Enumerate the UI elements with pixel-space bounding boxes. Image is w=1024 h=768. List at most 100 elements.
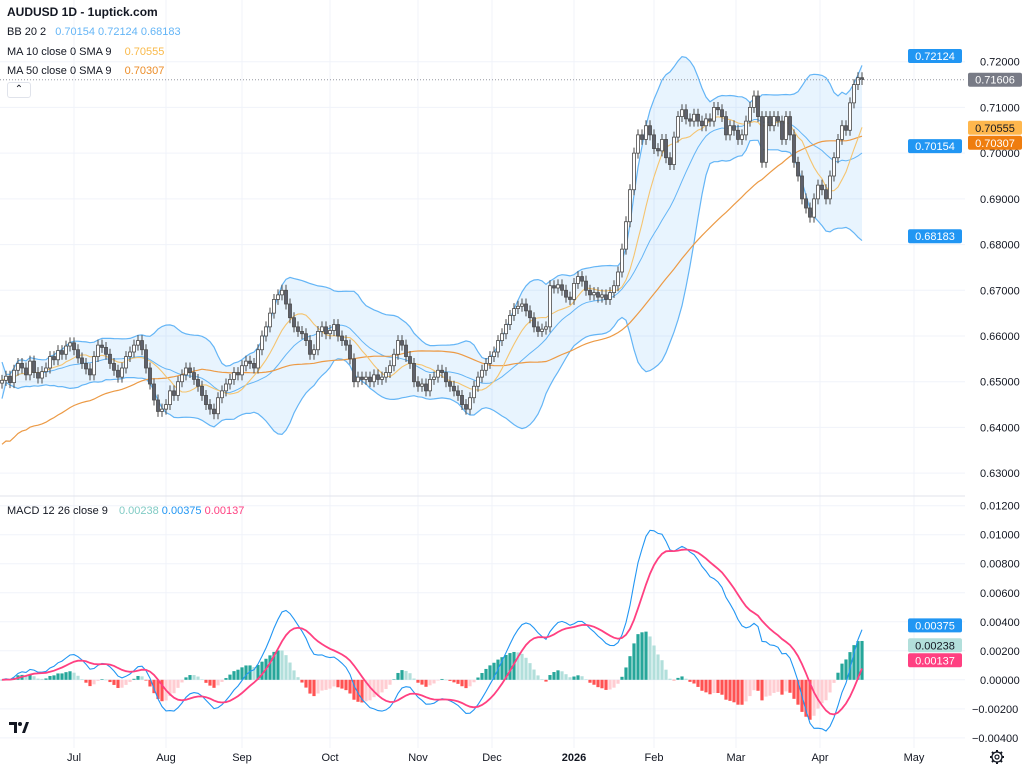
candle-down <box>296 321 300 337</box>
macd-histogram-bar <box>716 679 720 694</box>
candle-up <box>92 351 96 381</box>
price-pane[interactable] <box>0 55 965 445</box>
candle-down <box>716 101 720 116</box>
candle-up <box>428 373 432 397</box>
candle-body <box>352 358 356 383</box>
time-tick-label: Sep <box>232 752 252 764</box>
macd-histogram-bar <box>608 679 612 690</box>
candle-down <box>424 378 428 397</box>
price-badge <box>908 49 962 64</box>
candle-down <box>696 108 700 127</box>
candle-body <box>116 369 120 378</box>
macd-histogram-bar <box>760 679 764 701</box>
macd-histogram-bar <box>624 667 628 680</box>
macd-histogram-bar <box>232 671 236 680</box>
candle-body <box>144 349 148 369</box>
legend-macd[interactable]: MACD 12 26 close 9 0.00238 0.00375 0.001… <box>7 505 244 517</box>
candle-up <box>628 184 632 228</box>
macd-histogram-bar <box>324 679 328 690</box>
candle-body <box>264 326 268 337</box>
candle-down <box>736 124 740 145</box>
candle-up <box>576 271 580 289</box>
macd-histogram-bar <box>120 679 124 688</box>
candle-body <box>52 356 56 361</box>
candle-body <box>512 308 516 316</box>
legend-ma50[interactable]: MA 50 close 0 SMA 9 0.70307 <box>7 65 164 77</box>
candle-down <box>464 399 468 415</box>
candle-body <box>708 118 712 122</box>
candle-up <box>748 101 752 127</box>
macd-histogram-bar <box>480 673 484 680</box>
macd-histogram-bar <box>780 679 784 695</box>
candle-up <box>68 337 72 352</box>
macd-histogram-bar <box>816 679 820 709</box>
candle-down <box>720 104 724 123</box>
candle-body <box>164 404 168 410</box>
macd-histogram-bar <box>484 668 488 680</box>
candle-down <box>532 312 536 333</box>
candle-down <box>552 280 556 294</box>
candle-body <box>424 383 428 392</box>
macd-histogram-bar <box>844 659 848 680</box>
candle-body <box>244 360 248 367</box>
legend-bollinger[interactable]: BB 20 2 0.70154 0.72124 0.68183 <box>7 26 181 38</box>
macd-histogram-bar <box>108 679 112 683</box>
candle-down <box>796 156 800 182</box>
candle-down <box>444 367 448 388</box>
candle-body <box>324 326 328 335</box>
macd-histogram-bar <box>668 678 672 680</box>
tradingview-logo[interactable] <box>8 720 30 734</box>
price-badge <box>968 120 1022 135</box>
candle-body <box>824 189 828 200</box>
candle-body <box>600 294 604 298</box>
macd-histogram-bar <box>412 678 416 680</box>
candle-body <box>368 376 372 383</box>
candle-body <box>260 335 264 351</box>
macd-histogram-bar <box>76 675 80 680</box>
price-axis[interactable]: 0.72000 0.71000 0.70000 0.69000 0.68000 0.670… <box>908 49 1022 480</box>
collapse-legend-button[interactable]: ⌃ <box>7 82 31 98</box>
macd-tick-label: 0.00800 <box>980 559 1020 571</box>
macd-histogram-bar <box>560 671 564 680</box>
candle-down <box>804 193 808 214</box>
macd-histogram-bar <box>392 679 396 680</box>
macd-histogram-bar <box>240 667 244 680</box>
candle-up <box>160 403 164 417</box>
macd-histogram-bar <box>664 669 668 680</box>
candle-down <box>580 271 584 287</box>
price-badge-text: 0.68183 <box>915 231 955 243</box>
macd-axis[interactable]: 0.01200 0.01000 0.00800 0.00600 0.00400 0.002… <box>908 501 1020 745</box>
macd-pane[interactable] <box>0 529 864 732</box>
candle-body <box>520 303 524 307</box>
bb-upper-value: 0.72124 <box>98 26 138 38</box>
candle-down <box>140 335 144 356</box>
settings-gear-icon[interactable] <box>990 750 1004 764</box>
candle-body <box>704 118 708 127</box>
macd-histogram-bar <box>92 679 96 685</box>
candle-up <box>332 319 336 336</box>
candle-body <box>576 276 580 284</box>
macd-histogram-bar <box>688 679 692 682</box>
macd-histogram-bar <box>820 679 824 704</box>
time-axis[interactable]: Jul Aug Sep Oct Nov Dec 2026 Feb Mar Apr May <box>67 752 925 764</box>
candle-down <box>24 362 28 381</box>
candle-body <box>44 367 48 373</box>
legend-ma10[interactable]: MA 10 close 0 SMA 9 0.70555 <box>7 46 164 58</box>
candle-up <box>312 344 316 360</box>
candle-body <box>376 374 380 380</box>
candle-down <box>756 90 760 123</box>
macd-histogram-bar <box>216 679 220 686</box>
macd-histogram-bar <box>592 679 596 685</box>
candle-body <box>20 363 24 369</box>
macd-histogram-bar <box>336 679 340 688</box>
candle-up <box>512 303 516 321</box>
macd-histogram-bar <box>488 665 492 680</box>
candle-body <box>500 333 504 341</box>
candle-body <box>348 344 352 360</box>
candle-body <box>316 331 320 351</box>
candle-up <box>504 319 508 340</box>
grid <box>0 0 965 748</box>
macd-histogram-bar <box>544 679 548 682</box>
ma50-line <box>1 135 863 445</box>
